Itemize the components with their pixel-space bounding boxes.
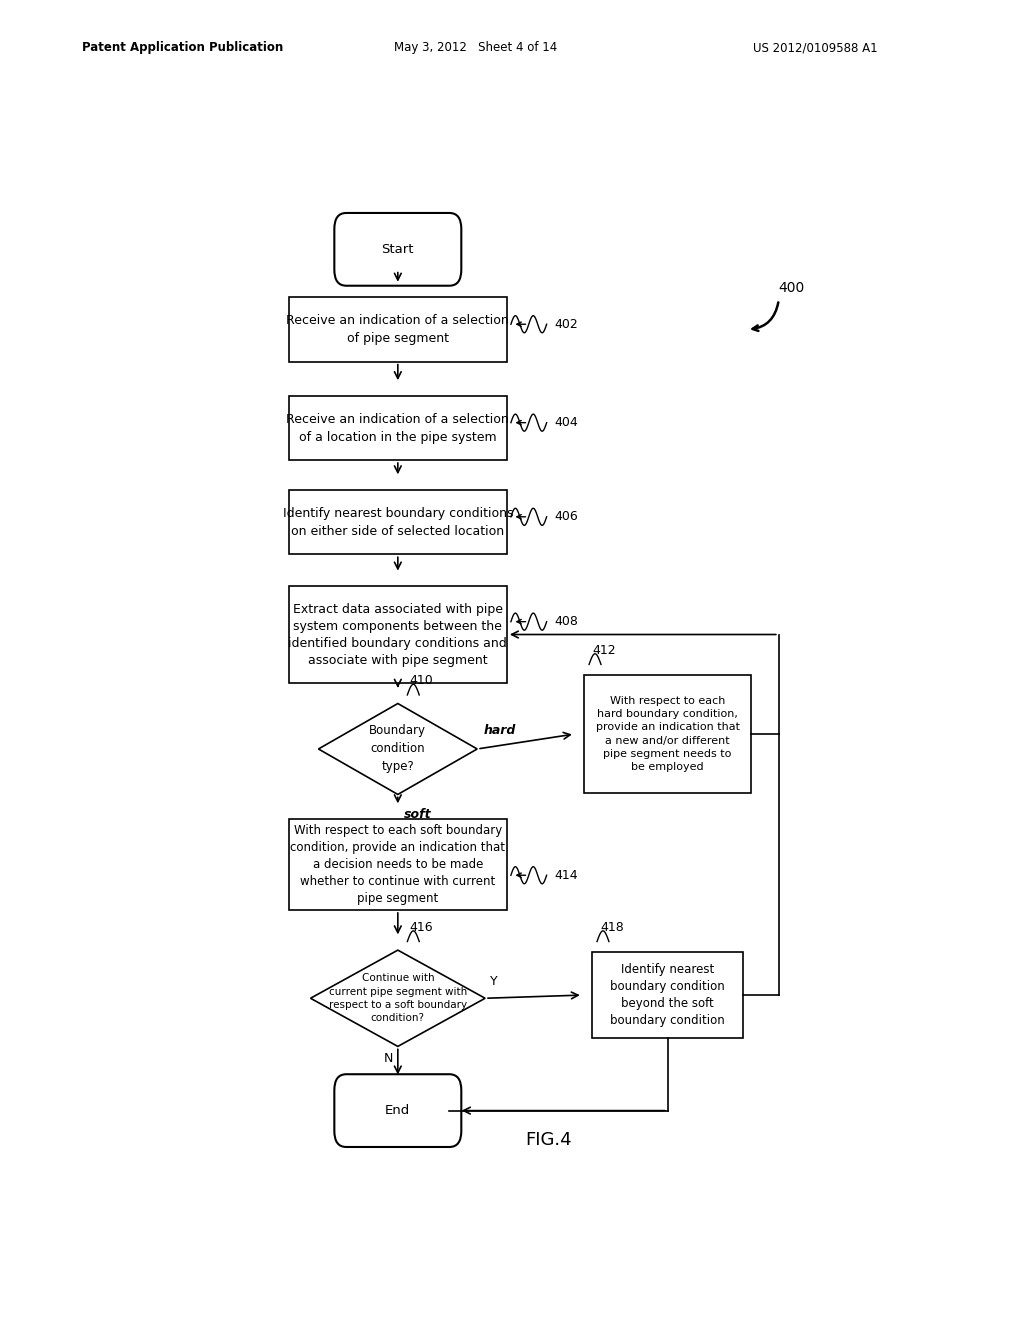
Text: 412: 412 xyxy=(592,644,615,657)
Text: Receive an indication of a selection
of pipe segment: Receive an indication of a selection of … xyxy=(287,314,509,345)
Text: Identify nearest boundary conditions
on either side of selected location: Identify nearest boundary conditions on … xyxy=(283,507,513,537)
Bar xyxy=(289,490,507,554)
Bar xyxy=(289,586,507,682)
Text: 416: 416 xyxy=(410,921,433,933)
Text: Boundary
condition
type?: Boundary condition type? xyxy=(370,725,426,774)
Text: 414: 414 xyxy=(555,869,579,882)
Text: N: N xyxy=(384,1052,393,1065)
Text: Continue with
current pipe segment with
respect to a soft boundary
condition?: Continue with current pipe segment with … xyxy=(329,973,467,1023)
FancyBboxPatch shape xyxy=(334,213,462,285)
Bar xyxy=(289,818,507,909)
Text: With respect to each soft boundary
condition, provide an indication that
a decis: With respect to each soft boundary condi… xyxy=(291,824,505,906)
Bar xyxy=(289,396,507,461)
Text: US 2012/0109588 A1: US 2012/0109588 A1 xyxy=(753,41,878,54)
Text: 408: 408 xyxy=(555,615,579,628)
Text: FIG.4: FIG.4 xyxy=(524,1131,571,1148)
Text: 410: 410 xyxy=(410,675,433,688)
Text: Y: Y xyxy=(489,975,498,989)
Polygon shape xyxy=(318,704,477,795)
Text: Extract data associated with pipe
system components between the
identified bound: Extract data associated with pipe system… xyxy=(289,602,507,667)
Bar xyxy=(289,297,507,362)
Text: With respect to each
hard boundary condition,
provide an indication that
a new a: With respect to each hard boundary condi… xyxy=(596,696,739,772)
Text: Identify nearest
boundary condition
beyond the soft
boundary condition: Identify nearest boundary condition beyo… xyxy=(610,964,725,1027)
Text: Receive an indication of a selection
of a location in the pipe system: Receive an indication of a selection of … xyxy=(287,413,509,444)
Text: hard: hard xyxy=(483,723,516,737)
Bar xyxy=(585,675,751,793)
Text: soft: soft xyxy=(404,808,432,821)
Text: May 3, 2012   Sheet 4 of 14: May 3, 2012 Sheet 4 of 14 xyxy=(394,41,557,54)
Text: 418: 418 xyxy=(600,921,624,933)
Text: 406: 406 xyxy=(555,511,579,523)
Bar xyxy=(592,952,743,1038)
FancyBboxPatch shape xyxy=(334,1074,462,1147)
Polygon shape xyxy=(310,950,485,1047)
Text: 400: 400 xyxy=(778,281,805,296)
Text: Patent Application Publication: Patent Application Publication xyxy=(82,41,284,54)
Text: 404: 404 xyxy=(555,416,579,429)
Text: 402: 402 xyxy=(555,318,579,331)
Text: End: End xyxy=(385,1104,411,1117)
Text: Start: Start xyxy=(382,243,414,256)
